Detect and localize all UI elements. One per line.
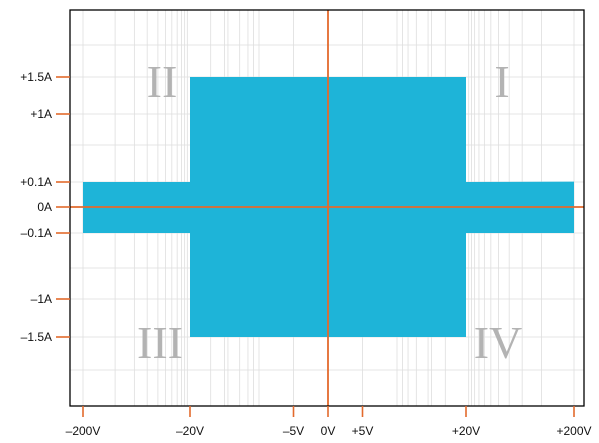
quadrant-label: IV <box>474 317 523 368</box>
x-tick-label: +5V <box>352 424 374 438</box>
x-tick-label: –5V <box>283 424 304 438</box>
y-tick-label: +0.1A <box>20 175 52 189</box>
y-tick-label: +1.5A <box>20 70 52 84</box>
x-tick-label: –20V <box>176 424 204 438</box>
y-tick-label: –1A <box>31 292 52 306</box>
y-tick-label: +1A <box>30 107 52 121</box>
quadrant-label: I <box>494 56 509 107</box>
x-tick-label: 0V <box>321 424 336 438</box>
quadrant-label: II <box>147 56 178 107</box>
x-tick-label: +200V <box>556 424 591 438</box>
x-tick-label: –200V <box>66 424 101 438</box>
y-tick-label: –1.5A <box>21 330 52 344</box>
quadrant-label: III <box>137 317 183 368</box>
plot-frame <box>69 9 585 407</box>
x-tick-label: +20V <box>452 424 480 438</box>
y-tick-label: 0A <box>37 200 52 214</box>
tick-labels: –200V –20V –5V 0V +5V +20V +200V +1.5A +1A +0.1A 0… <box>20 70 591 438</box>
zero-axes <box>70 10 584 406</box>
tick-marks <box>56 76 575 417</box>
y-tick-label: –0.1A <box>21 226 52 240</box>
